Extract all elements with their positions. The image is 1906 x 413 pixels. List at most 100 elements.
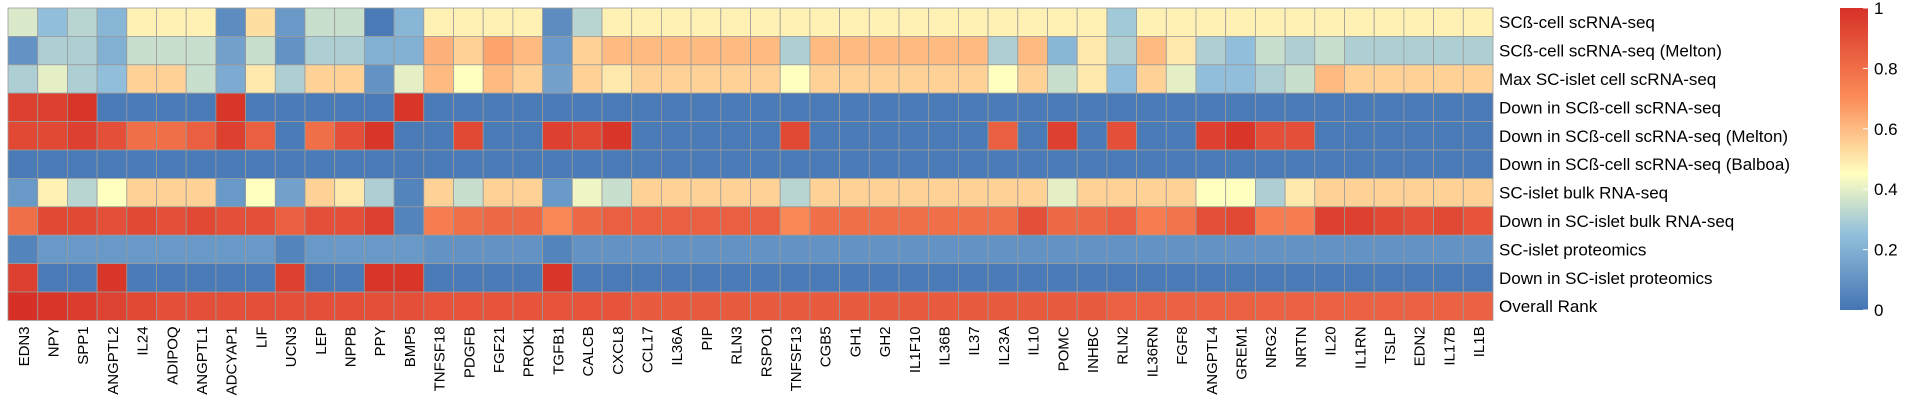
heatmap-cell <box>898 121 930 151</box>
heatmap-cell <box>512 263 544 293</box>
heatmap-cell <box>750 36 781 66</box>
heatmap-cell <box>304 177 336 208</box>
heatmap-cell <box>809 36 841 66</box>
column-label: SPP1 <box>75 326 92 364</box>
heatmap-cell <box>1314 36 1345 66</box>
column-label: PROK1 <box>521 326 538 377</box>
column-label: LEP <box>313 326 330 354</box>
heatmap-cell <box>1165 291 1197 321</box>
column-label: UCN3 <box>283 326 300 367</box>
heatmap-cell <box>67 234 98 264</box>
heatmap-cell <box>839 291 870 321</box>
heatmap-cell <box>1195 291 1227 321</box>
heatmap-cell <box>512 121 544 151</box>
heatmap-cell <box>1106 177 1138 208</box>
heatmap-cell <box>542 92 573 122</box>
heatmap-cell <box>7 64 39 94</box>
heatmap-cell <box>1373 149 1405 179</box>
heatmap-cell <box>1165 7 1197 37</box>
heatmap-cell <box>245 149 276 179</box>
heatmap-cell <box>423 7 454 37</box>
heatmap-cell <box>334 64 365 94</box>
heatmap-cell <box>1314 64 1345 94</box>
heatmap-cell <box>1255 234 1286 264</box>
heatmap-cell <box>482 7 514 37</box>
heatmap-cell <box>1403 177 1435 208</box>
heatmap-cell <box>1195 177 1227 208</box>
heatmap-cell <box>1373 64 1405 94</box>
heatmap-cell <box>1433 206 1464 236</box>
heatmap-cell <box>453 121 484 151</box>
heatmap-cell <box>987 206 1019 236</box>
heatmap-cell <box>1136 234 1167 264</box>
heatmap-cell <box>423 121 454 151</box>
heatmap-cell <box>96 92 128 122</box>
heatmap-cell <box>1433 234 1464 264</box>
heatmap-cell <box>245 234 276 264</box>
heatmap-cell <box>601 64 633 94</box>
heatmap-cell <box>1314 263 1345 293</box>
row-label: SC-islet proteomics <box>1499 240 1646 259</box>
heatmap-cell <box>661 206 692 236</box>
heatmap-cell <box>839 121 870 151</box>
heatmap-cell <box>958 149 989 179</box>
heatmap-cell <box>1373 121 1405 151</box>
heatmap-cell <box>1225 263 1256 293</box>
heatmap-cell <box>1344 92 1375 122</box>
row-label: Down in SCß-cell scRNA-seq (Balboa) <box>1499 155 1790 174</box>
heatmap-cell <box>779 92 811 122</box>
heatmap-cell <box>37 92 68 122</box>
heatmap-cell <box>482 234 514 264</box>
heatmap-cell <box>1433 7 1464 37</box>
heatmap-cell <box>839 234 870 264</box>
heatmap-cell <box>839 149 870 179</box>
heatmap-cell <box>393 7 425 37</box>
heatmap-cell <box>1284 206 1316 236</box>
heatmap-cell <box>274 7 306 37</box>
heatmap-cell <box>928 263 959 293</box>
heatmap-cell <box>423 263 454 293</box>
heatmap-cell <box>898 177 930 208</box>
heatmap-cell <box>1165 177 1197 208</box>
heatmap-cell <box>631 92 662 122</box>
heatmap-cell <box>1314 7 1345 37</box>
heatmap-cell <box>1076 177 1108 208</box>
heatmap-cell <box>1017 149 1048 179</box>
heatmap-cell <box>1403 234 1435 264</box>
heatmap-cell <box>1344 64 1375 94</box>
heatmap-cell <box>1047 64 1078 94</box>
heatmap-cell <box>809 92 841 122</box>
heatmap-cell <box>215 234 246 264</box>
heatmap-cell <box>1165 92 1197 122</box>
heatmap-cell <box>809 291 841 321</box>
heatmap-cell <box>958 263 989 293</box>
heatmap-cell <box>542 36 573 66</box>
heatmap-cell <box>334 206 365 236</box>
heatmap-cell <box>958 121 989 151</box>
heatmap-cell <box>512 36 544 66</box>
heatmap-cell <box>928 121 959 151</box>
heatmap-cell <box>67 64 98 94</box>
heatmap-cell <box>601 206 633 236</box>
heatmap-cell <box>661 149 692 179</box>
heatmap-cell <box>1462 234 1494 264</box>
heatmap-cell <box>1255 64 1286 94</box>
heatmap-cell <box>690 291 722 321</box>
heatmap-cell <box>1403 7 1435 37</box>
heatmap-cell <box>1314 92 1345 122</box>
heatmap-cell <box>1076 206 1108 236</box>
heatmap-cell <box>868 263 900 293</box>
heatmap-cell <box>334 149 365 179</box>
heatmap-cell <box>1284 92 1316 122</box>
heatmap-cell <box>393 206 425 236</box>
column-label: GREM1 <box>1234 326 1251 379</box>
column-label: NRTN <box>1293 326 1310 367</box>
heatmap-cell <box>453 92 484 122</box>
heatmap-cell <box>779 149 811 179</box>
heatmap-cell <box>868 149 900 179</box>
heatmap-cell <box>779 7 811 37</box>
heatmap-cell <box>987 177 1019 208</box>
heatmap-cell <box>453 234 484 264</box>
heatmap-cell <box>393 177 425 208</box>
heatmap-cell <box>37 149 68 179</box>
